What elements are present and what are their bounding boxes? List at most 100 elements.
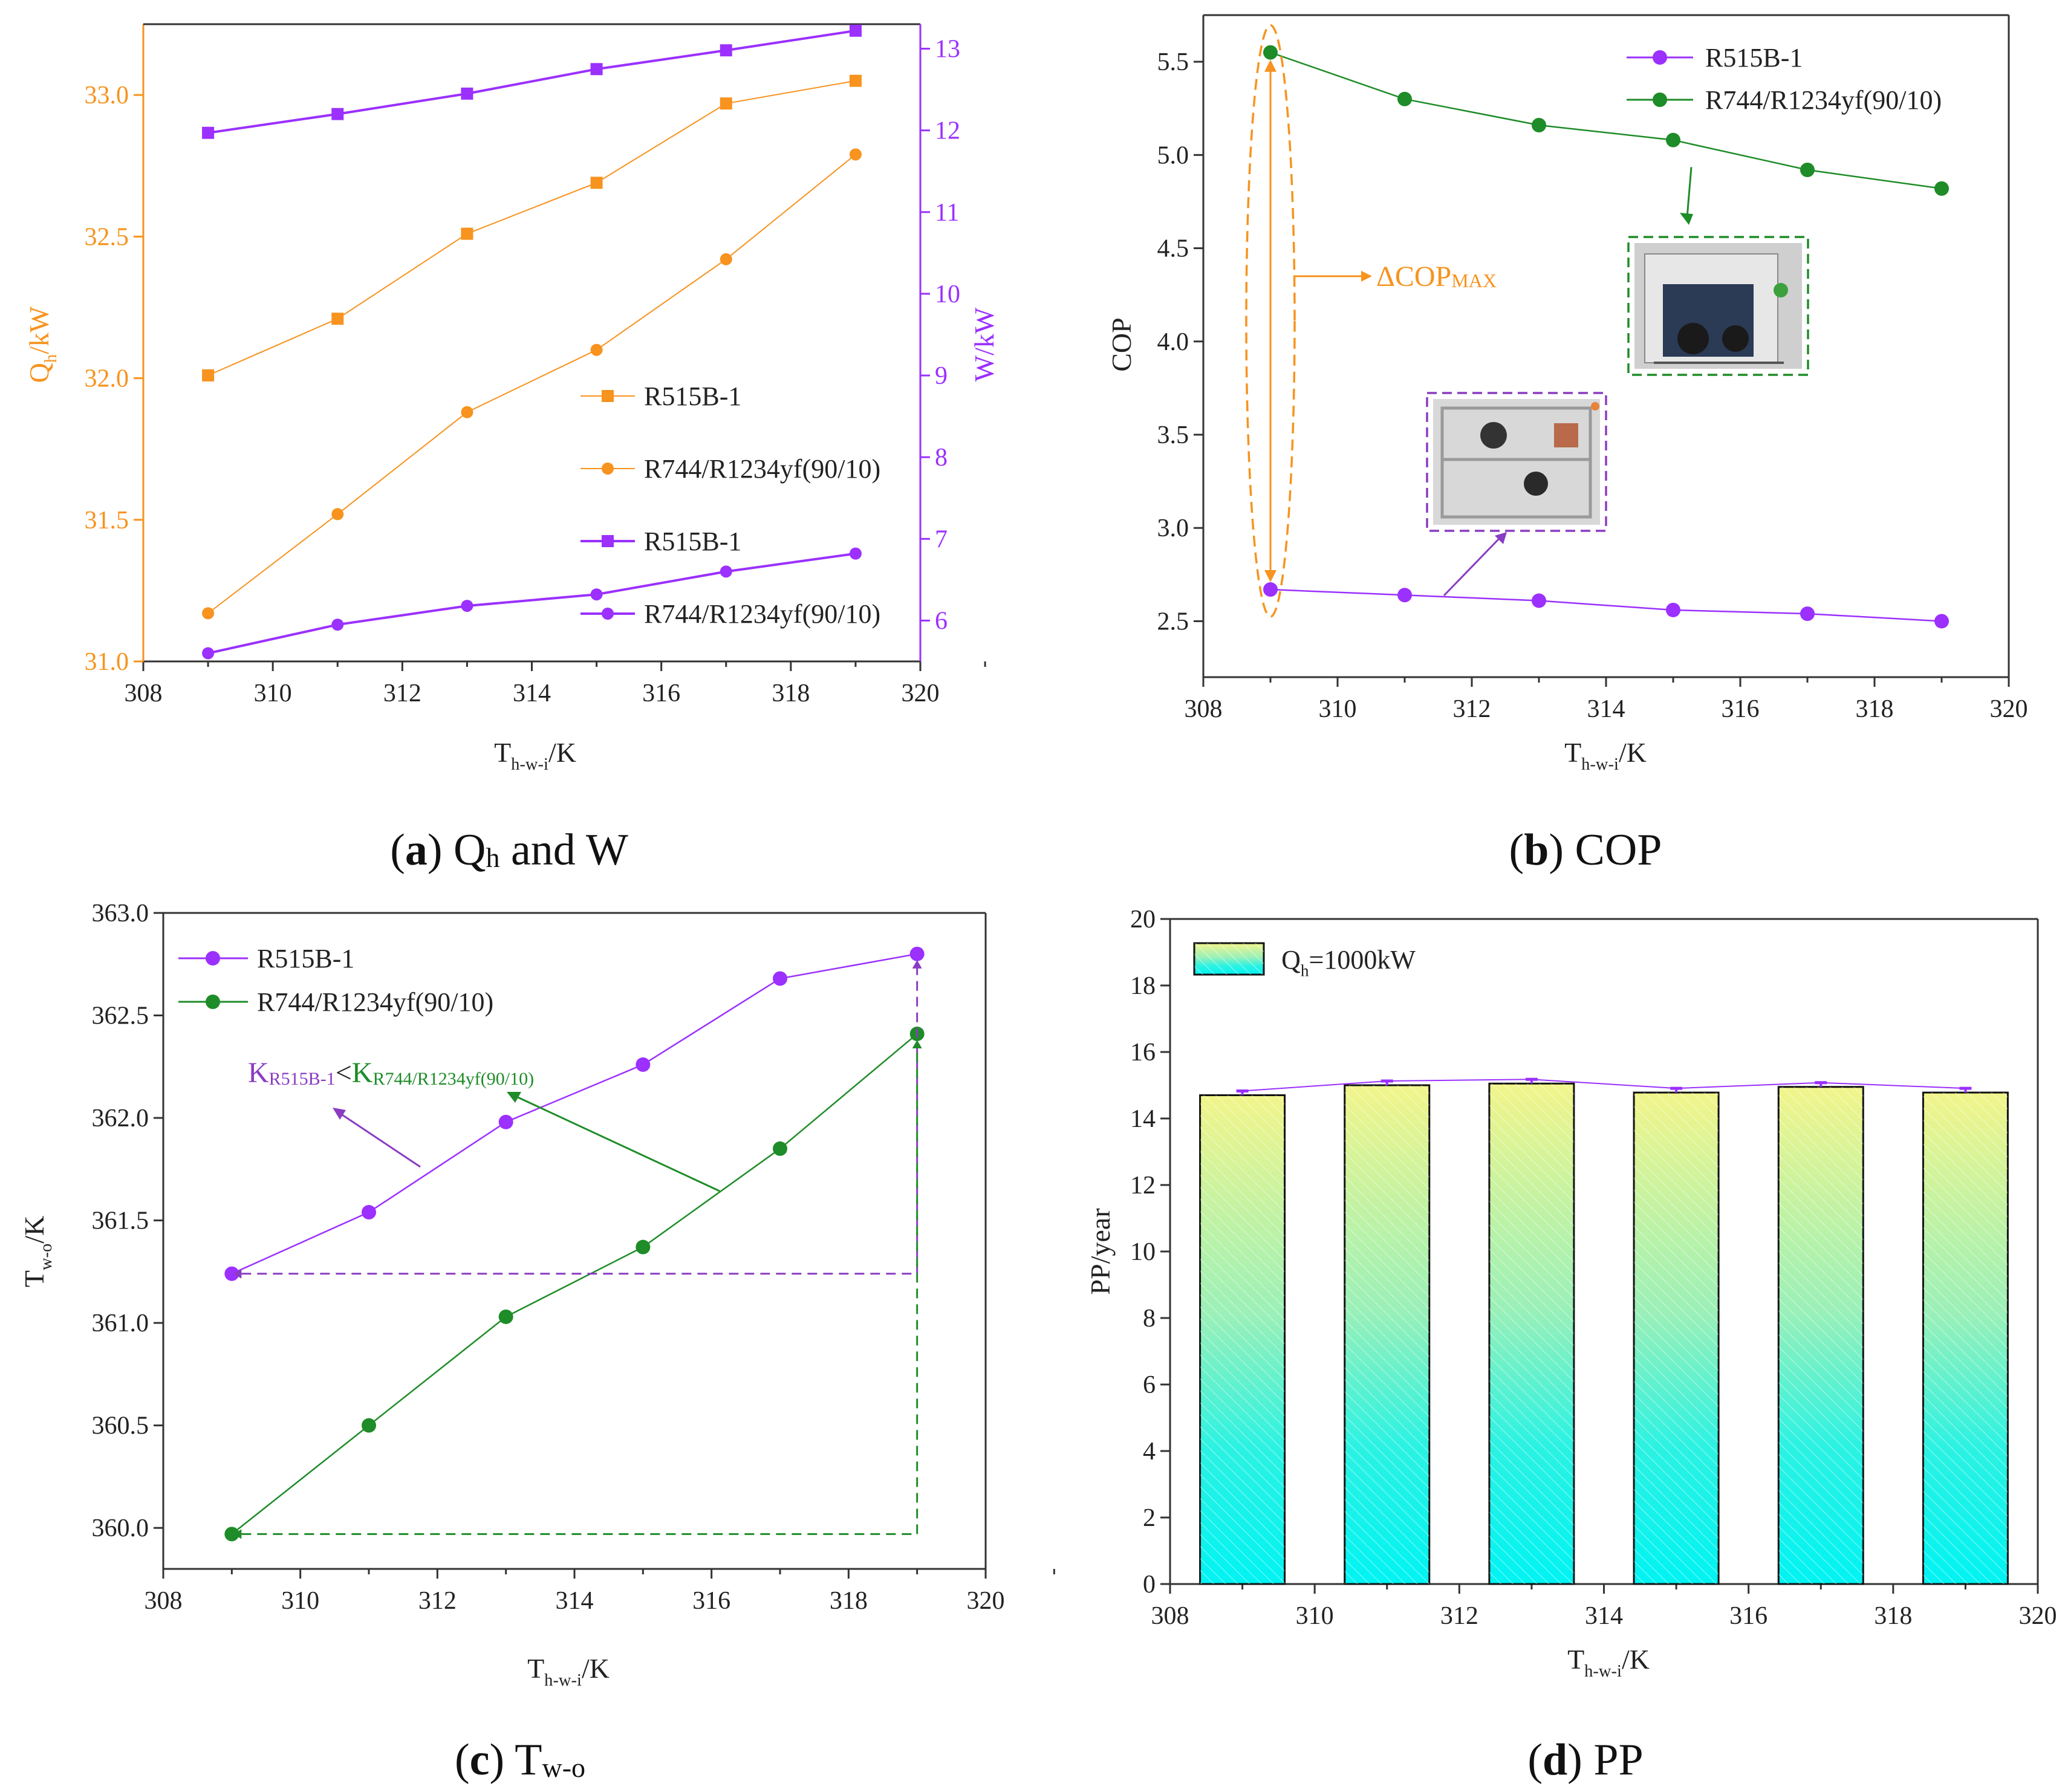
data-point-2 — [202, 126, 215, 139]
photo-inset-green — [1627, 236, 1809, 376]
data-point-0 — [224, 1266, 239, 1281]
data-point-0 — [1934, 614, 1949, 629]
right-axis-tick-label: 13 — [935, 36, 960, 63]
annotation-pointer-head — [1361, 270, 1372, 282]
legend-marker — [602, 535, 614, 547]
data-point-2 — [590, 63, 603, 76]
caption-a-paren-open: ( — [390, 825, 405, 875]
trend-line — [1242, 1079, 1966, 1092]
series-line-0 — [1270, 588, 1942, 622]
y-axis-tick-label: 5.5 — [1157, 48, 1189, 76]
right-axis-tick-label: 11 — [935, 199, 959, 227]
annotation-delta-cop-main: ΔCOP — [1376, 261, 1451, 293]
y-axis-tick-label: 5.0 — [1157, 141, 1189, 169]
legend-label: Qh=1000kW — [1281, 945, 1416, 979]
data-point-1 — [461, 406, 473, 418]
series-line-2 — [207, 29, 856, 134]
legend-marker — [1653, 93, 1667, 107]
y-axis-tick-label: 12 — [1130, 1172, 1156, 1200]
x-tick-label: 314 — [556, 1587, 594, 1615]
guide-arrow-purple — [233, 1268, 242, 1279]
x-tick-label: 312 — [1440, 1602, 1478, 1630]
bar-hatch — [1923, 1092, 2008, 1584]
annotation-arrow-green-head — [507, 1092, 521, 1103]
data-point-0 — [1397, 588, 1412, 603]
y-axis-label-left-main: Q — [24, 363, 54, 383]
annotation-arrow-purple-head — [333, 1108, 346, 1120]
guide-arrow-purple — [912, 959, 922, 969]
y-axis-tick-label: 6 — [1143, 1371, 1156, 1399]
caption-d: (d) PP — [1527, 1735, 1643, 1785]
data-point-2 — [720, 44, 732, 57]
annotation-k: KR515B-1<KR744/R1234yf(90/10) — [248, 1057, 534, 1089]
y-axis-label-main: T — [19, 1270, 50, 1287]
x-tick-label: 308 — [125, 680, 163, 707]
y-axis-label: COP — [1106, 317, 1137, 371]
x-tick-label: 314 — [513, 680, 551, 707]
x-tick-label: 310 — [1319, 695, 1357, 723]
data-point-1 — [1666, 132, 1680, 148]
legend-label-post: =1000kW — [1309, 945, 1416, 975]
caption-b-letter: b — [1524, 825, 1549, 875]
data-point-3 — [461, 600, 473, 612]
x-tick-label: 308 — [1185, 695, 1223, 723]
series-line-1 — [207, 154, 856, 614]
data-point-1 — [1397, 91, 1412, 106]
x-axis-label-main: T — [494, 737, 511, 768]
x-tick-label: 314 — [1587, 695, 1625, 723]
photo-component — [1554, 423, 1578, 447]
bar-hatch — [1489, 1083, 1574, 1584]
x-tick-label: 316 — [692, 1587, 730, 1615]
x-axis-label-sub: h-w-i — [544, 1671, 582, 1690]
x-axis-label-main: T — [527, 1653, 544, 1684]
x-axis-label-post: /K — [1622, 1644, 1650, 1675]
x-tick-label: 318 — [830, 1587, 868, 1615]
legend-marker — [602, 608, 614, 620]
data-point-3 — [331, 618, 344, 631]
data-point-1 — [720, 253, 732, 265]
x-tick-label: 312 — [1453, 695, 1491, 723]
legend-label: R744/R1234yf(90/10) — [644, 599, 880, 629]
left-axis-tick-label: 32.5 — [85, 223, 129, 251]
x-axis-label-post: /K — [582, 1653, 610, 1684]
bar-hatch — [1778, 1086, 1864, 1584]
x-tick-label: 318 — [1874, 1602, 1912, 1630]
y-axis-tick-label: 0 — [1143, 1571, 1156, 1599]
caption-c: (c) Tw-o — [455, 1735, 585, 1785]
legend-label: R515B-1 — [644, 527, 741, 556]
annotation-delta-cop-sub: MAX — [1451, 270, 1497, 291]
data-point-1 — [331, 508, 344, 521]
x-tick-label: 320 — [967, 1587, 1005, 1615]
series-line-0 — [207, 80, 856, 376]
x-tick-label: 308 — [145, 1587, 183, 1615]
x-tick-label: 316 — [1729, 1602, 1767, 1630]
data-point-1 — [1263, 45, 1278, 60]
data-point-0 — [590, 177, 603, 189]
y-axis-tick-label: 361.5 — [92, 1207, 149, 1235]
data-point-1 — [590, 343, 603, 356]
caption-a-letter: a — [405, 825, 428, 875]
caption-c-sub: w-o — [542, 1752, 586, 1783]
right-axis-tick-label: 12 — [935, 117, 960, 145]
data-point-1 — [773, 1141, 787, 1156]
x-tick-label: 320 — [902, 680, 940, 707]
legend-label: R515B-1 — [257, 944, 354, 973]
x-axis-label: Th-w-i/K — [494, 737, 576, 774]
caption-b-text: COP — [1564, 825, 1662, 875]
series-line-3 — [207, 552, 856, 655]
legend-label: R744/R1234yf(90/10) — [257, 987, 493, 1017]
data-point-0 — [498, 1114, 513, 1129]
x-tick-label: 318 — [772, 680, 810, 707]
data-point-0 — [202, 369, 215, 381]
legend-swatch-hatch — [1194, 943, 1264, 975]
data-point-1 — [224, 1527, 239, 1542]
caption-a-sub: h — [486, 842, 499, 873]
data-point-0 — [1263, 582, 1278, 597]
x-axis-label-main: T — [1567, 1644, 1584, 1675]
caption-d-paren-close: ) — [1567, 1735, 1582, 1785]
legend-marker — [602, 463, 614, 475]
photo-background — [1433, 399, 1600, 525]
data-point-1 — [1934, 181, 1949, 196]
caption-a-paren-close: ) — [428, 825, 443, 875]
